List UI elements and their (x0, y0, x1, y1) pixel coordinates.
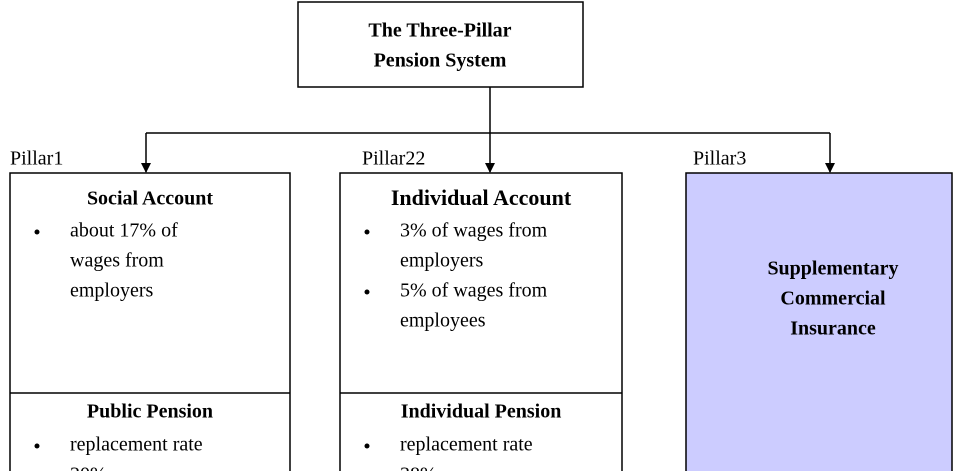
bullet (34, 443, 40, 449)
pillar-box (685, 172, 953, 471)
pillar-box (9, 172, 291, 471)
pillar-text: Insurance (790, 318, 876, 340)
section-title: Social Account (87, 188, 213, 210)
bullet-text: 5% of wages from (400, 280, 548, 302)
bullet-text: wages from (70, 250, 164, 272)
section-title: Individual Account (391, 185, 572, 210)
bullet (364, 229, 370, 235)
pillar-box (339, 172, 623, 471)
bullet (364, 443, 370, 449)
pillar-label: Pillar1 (10, 148, 63, 170)
bullet-text: 20% (70, 464, 107, 471)
title-box (297, 1, 584, 88)
pillar-label: Pillar3 (693, 148, 746, 170)
bullet-text: 38% (400, 464, 437, 471)
bullet-text: employers (400, 250, 484, 272)
bullet-text: replacement rate (70, 434, 203, 456)
bullet (364, 289, 370, 295)
pillar-text: Supplementary (767, 258, 898, 280)
title-line: The Three-Pillar (368, 20, 511, 42)
bullet (34, 229, 40, 235)
title-line: Pension System (374, 50, 507, 72)
bullet-text: about 17% of (70, 220, 178, 242)
bullet-text: employers (70, 280, 154, 302)
pillar-label: Pillar22 (362, 148, 425, 170)
section-title: Individual Pension (401, 401, 562, 423)
pillar-text: Commercial (780, 288, 886, 310)
bullet-text: replacement rate (400, 434, 533, 456)
bullet-text: 3% of wages from (400, 220, 548, 242)
bullet-text: employees (400, 310, 486, 332)
section-title: Public Pension (87, 401, 213, 423)
